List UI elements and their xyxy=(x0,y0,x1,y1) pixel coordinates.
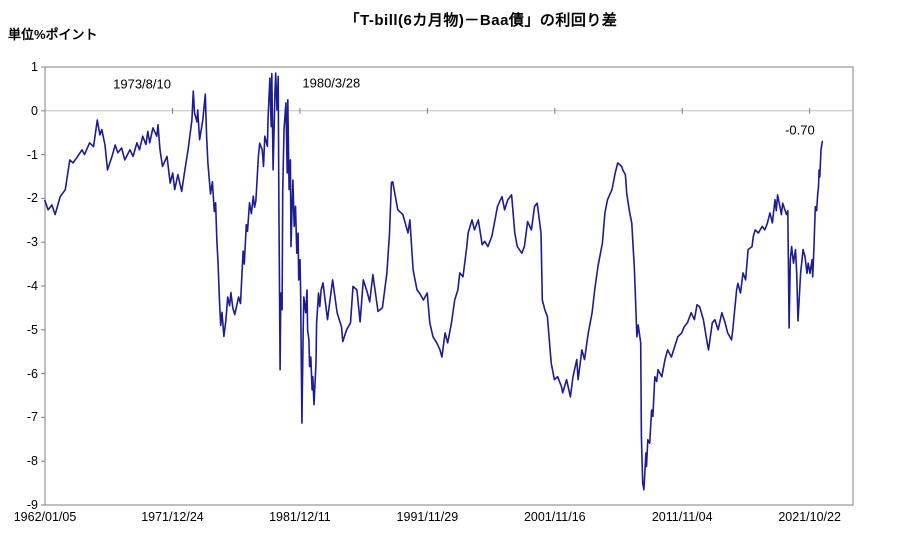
x-tick-label: 1971/12/24 xyxy=(141,510,204,524)
data-annotation: 1980/3/28 xyxy=(302,75,361,91)
y-tick-label: -4 xyxy=(26,279,38,293)
x-tick-label: 1981/12/11 xyxy=(269,510,331,524)
y-tick-label: -9 xyxy=(26,498,38,512)
x-tick-label: 2001/11/16 xyxy=(523,510,586,524)
y-tick-label: -6 xyxy=(26,366,38,381)
y-tick-label: -2 xyxy=(26,191,38,206)
y-tick-label: -3 xyxy=(26,235,38,250)
x-tick-label: 1991/11/29 xyxy=(396,510,459,524)
y-tick-label: 0 xyxy=(31,103,38,118)
data-annotation: -0.70 xyxy=(785,122,815,138)
chart-title: 「T-bill(6カ月物)－Baa債」の利回り差 xyxy=(344,12,618,29)
x-tick-label: 1962/01/05 xyxy=(13,510,77,524)
series-line xyxy=(44,72,824,491)
y-tick-label: -7 xyxy=(26,410,38,425)
y-tick-label: -5 xyxy=(26,322,38,337)
x-tick-label: 2011/11/04 xyxy=(651,510,713,524)
data-annotation: 1973/8/10 xyxy=(113,76,171,92)
y-tick-label: 1 xyxy=(31,60,38,74)
plot-border xyxy=(44,66,854,506)
y-tick-label: -1 xyxy=(26,147,38,162)
y-axis-unit-label: 単位%ポイント xyxy=(8,27,98,42)
x-tick-label: 2021/10/22 xyxy=(778,510,841,524)
y-tick-label: -8 xyxy=(26,454,38,469)
